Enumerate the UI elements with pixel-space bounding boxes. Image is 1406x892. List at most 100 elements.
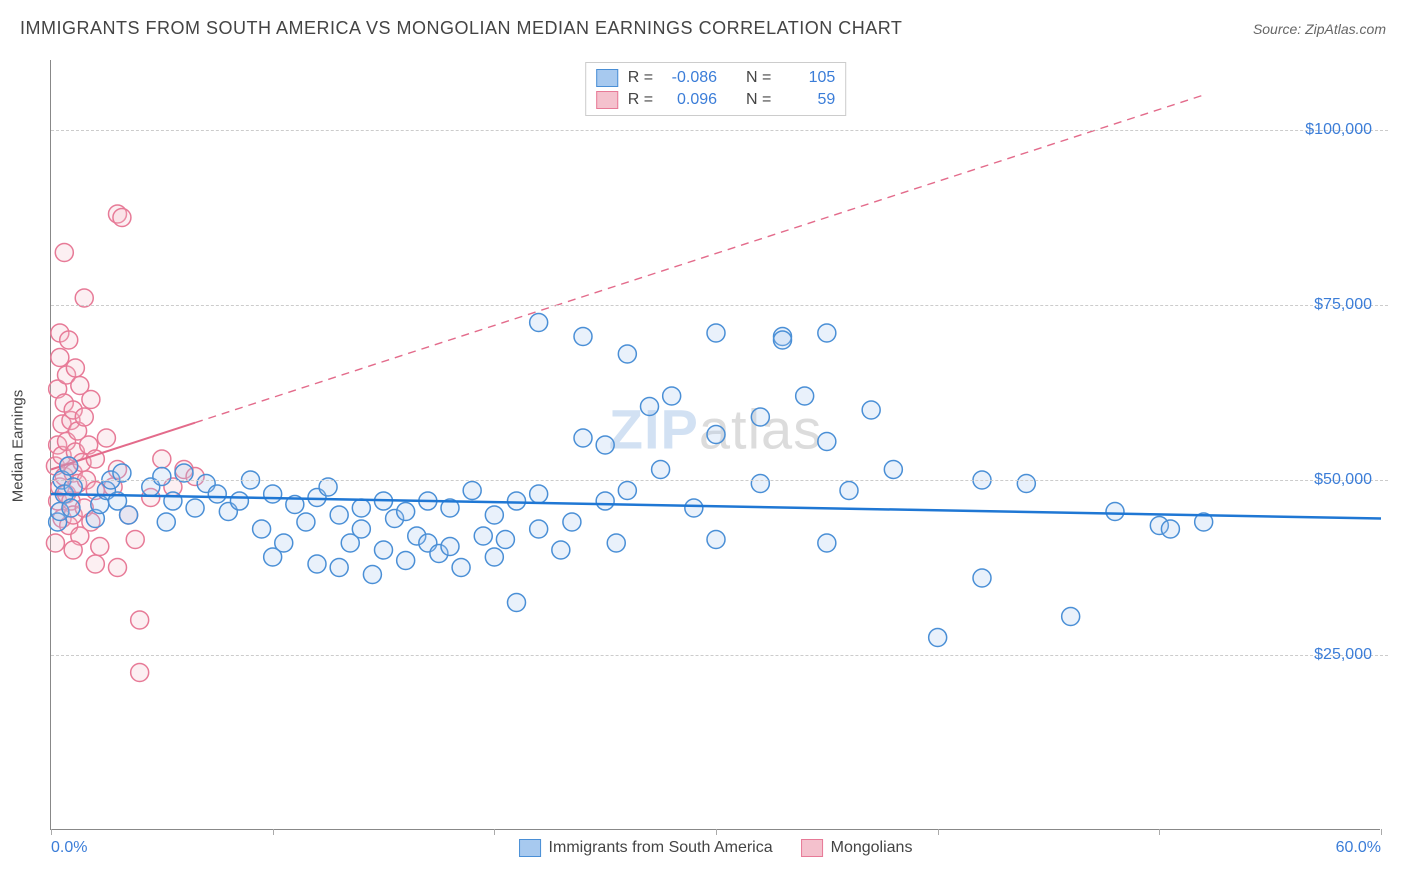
data-point — [774, 331, 792, 349]
data-point — [397, 552, 415, 570]
data-point — [508, 492, 526, 510]
data-point — [352, 520, 370, 538]
x-tick — [494, 829, 495, 835]
chart-title: IMMIGRANTS FROM SOUTH AMERICA VS MONGOLI… — [20, 18, 902, 39]
data-point — [375, 541, 393, 559]
bottom-legend: Immigrants from South America Mongolians — [519, 839, 913, 857]
x-tick — [716, 829, 717, 835]
data-point — [496, 531, 514, 549]
data-point — [352, 499, 370, 517]
data-point — [574, 429, 592, 447]
data-point — [131, 611, 149, 629]
data-point — [452, 559, 470, 577]
data-point — [485, 506, 503, 524]
data-point — [62, 499, 80, 517]
legend-label: Immigrants from South America — [549, 839, 773, 857]
r-value: -0.086 — [663, 69, 717, 87]
data-point — [230, 492, 248, 510]
x-tick — [1159, 829, 1160, 835]
data-point — [563, 513, 581, 531]
y-tick-label: $50,000 — [1314, 471, 1372, 489]
data-point — [574, 328, 592, 346]
grid-line — [51, 130, 1388, 131]
grid-line — [51, 305, 1388, 306]
chart-svg — [51, 60, 1380, 829]
data-point — [618, 345, 636, 363]
data-point — [652, 461, 670, 479]
data-point — [707, 426, 725, 444]
n-value: 105 — [781, 69, 835, 87]
data-point — [330, 559, 348, 577]
correlation-row: R = -0.086 N = 105 — [596, 67, 836, 89]
data-point — [208, 485, 226, 503]
data-point — [153, 450, 171, 468]
data-point — [751, 475, 769, 493]
data-point — [66, 359, 84, 377]
data-point — [109, 559, 127, 577]
data-point — [840, 482, 858, 500]
data-point — [884, 461, 902, 479]
data-point — [264, 485, 282, 503]
correlation-row: R =0.096 N =59 — [596, 89, 836, 111]
x-tick-label: 0.0% — [51, 839, 87, 857]
data-point — [186, 499, 204, 517]
r-label: R = — [628, 69, 653, 87]
data-point — [82, 391, 100, 409]
data-point — [153, 468, 171, 486]
data-point — [474, 527, 492, 545]
data-point — [126, 531, 144, 549]
data-point — [75, 408, 93, 426]
y-tick-label: $100,000 — [1305, 121, 1372, 139]
data-point — [64, 541, 82, 559]
data-point — [929, 629, 947, 647]
data-point — [818, 433, 836, 451]
data-point — [60, 331, 78, 349]
data-point — [60, 457, 78, 475]
data-point — [485, 548, 503, 566]
data-point — [131, 664, 149, 682]
data-point — [973, 569, 991, 587]
data-point — [596, 492, 614, 510]
data-point — [46, 534, 64, 552]
data-point — [751, 408, 769, 426]
data-point — [862, 401, 880, 419]
data-point — [253, 520, 271, 538]
x-tick — [1381, 829, 1382, 835]
x-tick — [938, 829, 939, 835]
data-point — [164, 492, 182, 510]
data-point — [91, 538, 109, 556]
data-point — [1106, 503, 1124, 521]
data-point — [641, 398, 659, 416]
data-point — [363, 566, 381, 584]
x-tick — [51, 829, 52, 835]
data-point — [397, 503, 415, 521]
x-tick — [273, 829, 274, 835]
data-point — [1017, 475, 1035, 493]
data-point — [618, 482, 636, 500]
n-label: N = — [746, 69, 771, 87]
n-label: N = — [746, 91, 771, 109]
data-point — [818, 324, 836, 342]
data-point — [796, 387, 814, 405]
data-point — [97, 429, 115, 447]
legend-swatch — [596, 69, 618, 87]
data-point — [275, 534, 293, 552]
y-tick-label: $25,000 — [1314, 646, 1372, 664]
data-point — [463, 482, 481, 500]
x-tick-label: 60.0% — [1336, 839, 1381, 857]
data-point — [530, 520, 548, 538]
data-point — [707, 324, 725, 342]
data-point — [51, 349, 69, 367]
y-axis-title: Median Earnings — [10, 390, 27, 503]
legend-swatch — [519, 839, 541, 857]
data-point — [308, 555, 326, 573]
data-point — [818, 534, 836, 552]
data-point — [297, 513, 315, 531]
data-point — [55, 244, 73, 262]
data-point — [1161, 520, 1179, 538]
data-point — [441, 538, 459, 556]
data-point — [86, 555, 104, 573]
data-point — [120, 506, 138, 524]
data-point — [685, 499, 703, 517]
legend-label: Mongolians — [831, 839, 913, 857]
